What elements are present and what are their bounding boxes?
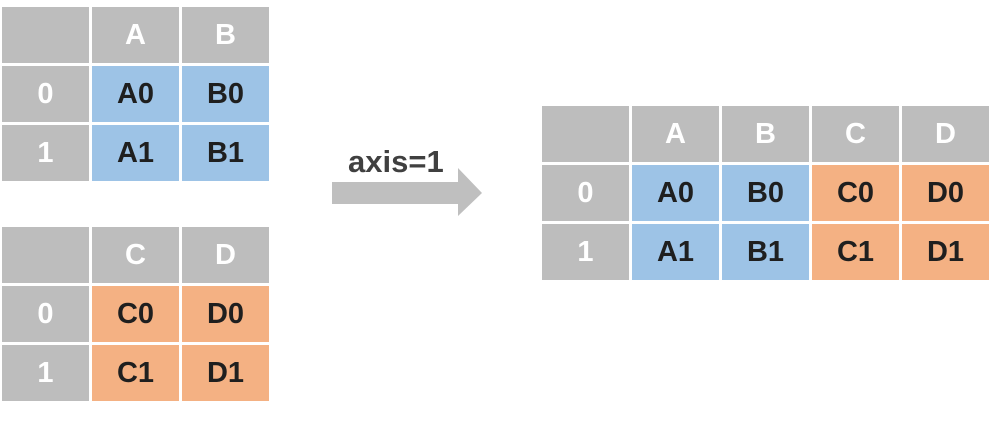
column-header-a: A bbox=[632, 106, 719, 162]
data-cell-a0: A0 bbox=[632, 165, 719, 221]
corner-cell bbox=[2, 7, 89, 63]
column-header-c: C bbox=[812, 106, 899, 162]
row-index-0: 0 bbox=[2, 286, 89, 342]
row-index-1: 1 bbox=[542, 224, 629, 280]
column-header-d: D bbox=[182, 227, 269, 283]
column-header-b: B bbox=[182, 7, 269, 63]
column-header-b: B bbox=[722, 106, 809, 162]
row-index-0: 0 bbox=[542, 165, 629, 221]
data-cell-a1: A1 bbox=[92, 125, 179, 181]
data-cell-d0: D0 bbox=[902, 165, 989, 221]
data-cell-b0: B0 bbox=[182, 66, 269, 122]
data-cell-b0: B0 bbox=[722, 165, 809, 221]
data-cell-a1: A1 bbox=[632, 224, 719, 280]
data-cell-c1: C1 bbox=[812, 224, 899, 280]
axis-label: axis=1 bbox=[348, 144, 444, 179]
data-cell-d1: D1 bbox=[902, 224, 989, 280]
column-header-a: A bbox=[92, 7, 179, 63]
data-cell-c1: C1 bbox=[92, 345, 179, 401]
data-cell-d1: D1 bbox=[182, 345, 269, 401]
row-index-0: 0 bbox=[2, 66, 89, 122]
data-cell-c0: C0 bbox=[812, 165, 899, 221]
data-cell-b1: B1 bbox=[722, 224, 809, 280]
corner-cell bbox=[2, 227, 89, 283]
left-bottom-table: C D 0 C0 D0 1 C1 D1 bbox=[2, 227, 269, 401]
row-index-1: 1 bbox=[2, 125, 89, 181]
left-top-table: A B 0 A0 B0 1 A1 B1 bbox=[2, 7, 269, 181]
column-header-c: C bbox=[92, 227, 179, 283]
data-cell-b1: B1 bbox=[182, 125, 269, 181]
data-cell-d0: D0 bbox=[182, 286, 269, 342]
data-cell-c0: C0 bbox=[92, 286, 179, 342]
row-index-1: 1 bbox=[2, 345, 89, 401]
data-cell-a0: A0 bbox=[92, 66, 179, 122]
result-table: A B C D 0 A0 B0 C0 D0 1 A1 B1 C1 D1 bbox=[542, 106, 989, 280]
right-arrow-icon bbox=[332, 168, 482, 216]
corner-cell bbox=[542, 106, 629, 162]
column-header-d: D bbox=[902, 106, 989, 162]
